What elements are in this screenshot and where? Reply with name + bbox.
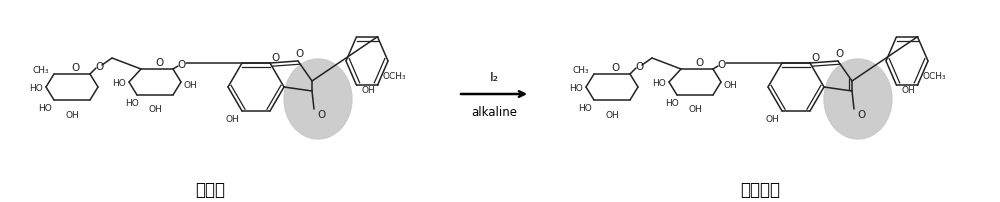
Text: HO: HO (652, 78, 666, 87)
Text: 橙皮苷: 橙皮苷 (195, 180, 225, 198)
Text: O: O (271, 53, 279, 63)
Text: O: O (858, 109, 866, 119)
Text: OH: OH (605, 110, 619, 119)
Text: OH: OH (765, 114, 779, 123)
Text: OH: OH (902, 85, 915, 94)
Text: O: O (318, 109, 326, 119)
Text: HO: HO (112, 78, 126, 87)
Text: OH: OH (724, 80, 738, 89)
Text: OH: OH (65, 110, 79, 119)
Text: O: O (156, 58, 164, 68)
Text: OH: OH (184, 80, 198, 89)
Text: O: O (835, 49, 843, 59)
Text: O: O (71, 63, 79, 73)
Text: O: O (611, 63, 619, 73)
Text: alkaline: alkaline (471, 106, 517, 119)
Text: O: O (635, 62, 643, 72)
Text: O: O (295, 49, 303, 59)
Text: CH₃: CH₃ (32, 65, 49, 74)
Text: O: O (95, 62, 103, 72)
Text: HO: HO (578, 103, 592, 113)
Text: 地奋司明: 地奋司明 (740, 180, 780, 198)
Text: CH₃: CH₃ (572, 65, 589, 74)
Text: OCH₃: OCH₃ (922, 72, 946, 81)
Text: O: O (696, 58, 704, 68)
Text: O: O (811, 53, 819, 63)
Text: OH: OH (148, 105, 162, 114)
Text: OH: OH (225, 114, 239, 123)
Text: OH: OH (362, 85, 375, 94)
Text: I₂: I₂ (489, 70, 499, 83)
Text: HO: HO (38, 103, 52, 113)
Text: HO: HO (29, 83, 43, 92)
Text: HO: HO (569, 83, 583, 92)
Text: HO: HO (125, 99, 139, 107)
Ellipse shape (824, 60, 892, 139)
Text: OH: OH (688, 105, 702, 114)
Ellipse shape (284, 60, 352, 139)
Text: HO: HO (665, 99, 679, 107)
Text: O: O (178, 60, 186, 70)
Text: O: O (718, 60, 726, 70)
Text: OCH₃: OCH₃ (382, 72, 406, 81)
